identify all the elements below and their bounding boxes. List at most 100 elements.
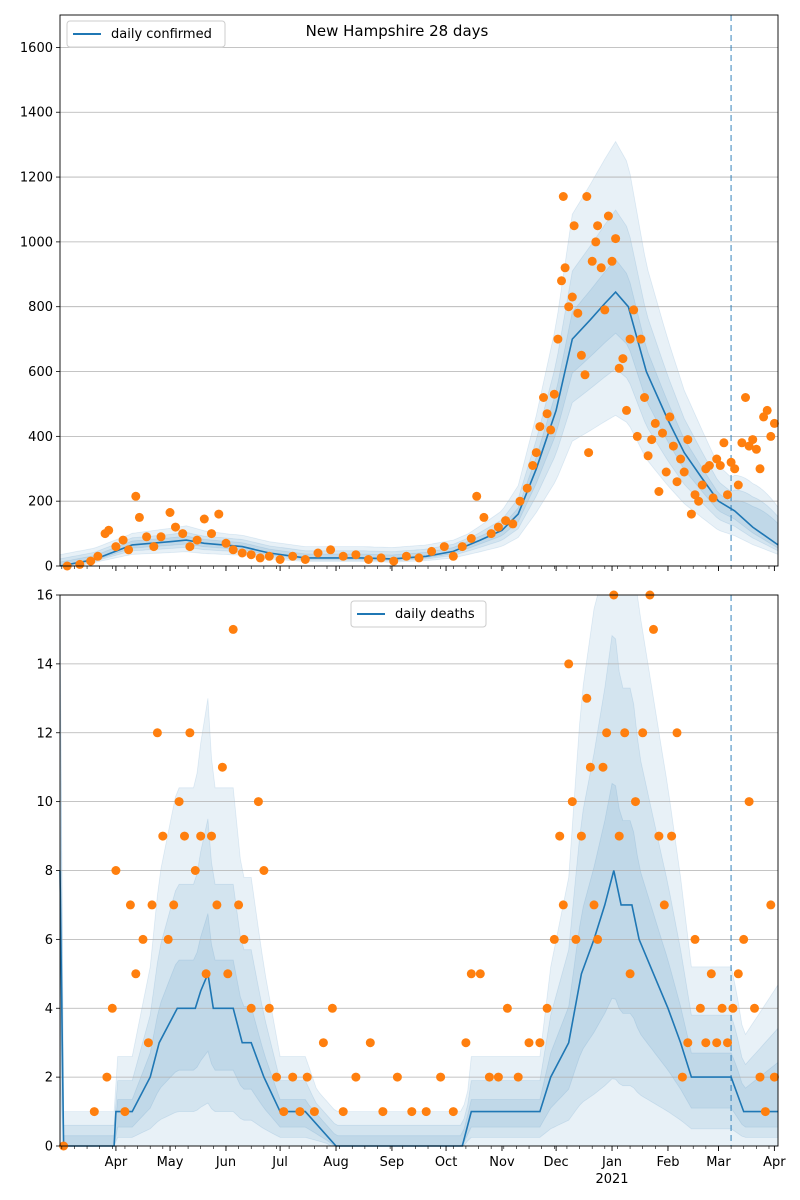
- x-tick-label: Mar: [706, 1155, 731, 1170]
- x-tick-label: Nov: [489, 1155, 515, 1170]
- data-point: [549, 934, 559, 944]
- data-point: [741, 393, 750, 402]
- data-point: [596, 263, 606, 273]
- y-tick-label: 8: [45, 864, 53, 879]
- data-point: [239, 934, 249, 944]
- data-point: [165, 508, 175, 517]
- data-point: [625, 334, 635, 344]
- data-point: [602, 728, 612, 738]
- data-point: [567, 797, 577, 807]
- uncertainty-band-1: [59, 140, 779, 567]
- data-point: [275, 555, 285, 564]
- data-point: [723, 1038, 732, 1048]
- data-point: [466, 534, 476, 543]
- data-point: [513, 1072, 523, 1082]
- data-point: [638, 728, 648, 738]
- data-point: [661, 467, 671, 477]
- data-point: [484, 1072, 494, 1082]
- data-point: [558, 192, 568, 201]
- data-point: [582, 192, 592, 201]
- data-point: [207, 831, 216, 841]
- data-point: [672, 477, 682, 487]
- data-point: [600, 305, 610, 315]
- data-point: [739, 934, 749, 944]
- data-point: [118, 535, 128, 545]
- data-point: [421, 1107, 431, 1117]
- data-point: [255, 553, 265, 563]
- confirmed-legend: daily confirmed: [66, 20, 226, 48]
- confirmed-marks: [59, 15, 779, 571]
- data-point: [190, 866, 200, 875]
- data-point: [111, 866, 121, 875]
- data-point: [748, 435, 758, 445]
- data-point: [221, 538, 231, 548]
- data-point: [535, 422, 545, 432]
- data-point: [706, 969, 716, 979]
- data-point: [401, 551, 411, 561]
- data-point: [569, 221, 579, 231]
- y-tick-label: 6: [45, 933, 53, 948]
- data-point: [479, 512, 489, 522]
- data-point: [508, 519, 518, 529]
- data-point: [769, 418, 779, 428]
- data-point: [134, 512, 144, 522]
- y-tick-label: 600: [28, 365, 53, 380]
- data-point: [89, 1107, 99, 1117]
- data-point: [659, 900, 669, 910]
- x-tick-label: Dec: [544, 1155, 569, 1170]
- data-point: [584, 448, 594, 458]
- data-point: [557, 276, 566, 286]
- data-point: [125, 900, 135, 910]
- data-point: [546, 425, 556, 435]
- data-point: [535, 1038, 545, 1048]
- data-point: [524, 1038, 534, 1048]
- data-point: [582, 693, 592, 703]
- data-point: [448, 1107, 458, 1117]
- y-tick-label: 0: [45, 1140, 53, 1155]
- axes-frame: [59, 594, 779, 1147]
- data-point: [169, 900, 179, 910]
- data-point: [501, 516, 511, 526]
- data-point: [686, 509, 696, 519]
- data-point: [762, 405, 772, 415]
- data-point: [766, 900, 776, 910]
- data-point: [309, 1107, 319, 1117]
- data-point: [654, 831, 664, 841]
- data-point: [650, 418, 660, 428]
- x-tick-label: May: [157, 1155, 184, 1170]
- y-tick-label: 12: [36, 726, 53, 741]
- data-point: [593, 934, 603, 944]
- data-point: [708, 493, 718, 503]
- data-point: [571, 934, 581, 944]
- data-point: [217, 762, 227, 772]
- data-point: [555, 831, 565, 841]
- data-point: [598, 762, 608, 772]
- data-point: [392, 1072, 402, 1082]
- data-point: [697, 480, 707, 490]
- y-tick-label: 1000: [20, 235, 53, 250]
- axes-frame: [59, 14, 779, 567]
- confirmed-axes: 0 200 400 600 800 1000 1200 1400 1600: [20, 14, 779, 575]
- data-point: [171, 522, 180, 532]
- data-point: [679, 467, 689, 477]
- x-tick-label: Jul: [271, 1155, 288, 1170]
- confirmed-panel: 0 200 400 600 800 1000 1200 1400 1600 New Hampsh…: [20, 14, 779, 575]
- data-point: [647, 435, 657, 445]
- data-point: [528, 461, 538, 470]
- y-tick-label: 2: [45, 1071, 53, 1086]
- data-point: [542, 1003, 552, 1013]
- data-point: [553, 334, 563, 344]
- data-point: [667, 831, 677, 841]
- data-point: [259, 866, 269, 875]
- data-point: [717, 1003, 727, 1013]
- data-point: [234, 900, 244, 910]
- data-point: [351, 550, 361, 560]
- data-point: [712, 1038, 722, 1048]
- data-point: [475, 969, 485, 979]
- data-point: [201, 969, 211, 979]
- confirmed-uncertainty-bands: [59, 140, 779, 567]
- data-point: [701, 1038, 711, 1048]
- data-point: [326, 545, 336, 555]
- data-point: [142, 532, 152, 542]
- data-point: [631, 797, 640, 807]
